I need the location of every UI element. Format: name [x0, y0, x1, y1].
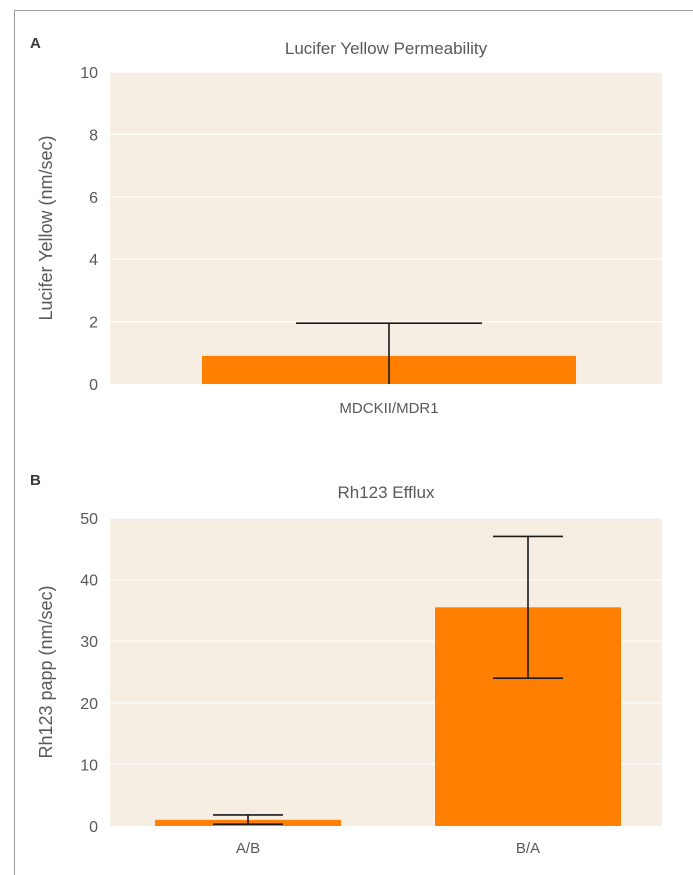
panel-letter-b: B	[30, 472, 41, 489]
y-tick-label: 2	[89, 315, 98, 332]
error-bars-b	[213, 535, 563, 825]
chart-lucifer-yellow: A 0 2 4 6 8 10 MDCKII/MDR1 Lucifer Yellow Per…	[30, 35, 662, 417]
y-tick-label: 20	[80, 696, 98, 713]
category-label: MDCKII/MDR1	[339, 400, 438, 417]
category-labels-b: A/B B/A	[236, 840, 540, 857]
error-bars-a	[296, 322, 482, 384]
category-label: A/B	[236, 840, 260, 857]
y-tick-labels-a: 0 2 4 6 8 10	[80, 65, 98, 394]
category-label: B/A	[516, 840, 540, 857]
y-tick-label: 6	[89, 190, 98, 207]
panel-letter-a: A	[30, 35, 41, 52]
chart-title-b: Rh123 Efflux	[337, 483, 435, 502]
y-tick-label: 0	[89, 377, 98, 394]
y-axis-title-b: Rh123 papp (nm/sec)	[36, 585, 56, 758]
chart-title-a: Lucifer Yellow Permeability	[285, 39, 488, 58]
y-tick-label: 50	[80, 511, 98, 528]
y-axis-title-a: Lucifer Yellow (nm/sec)	[36, 135, 56, 320]
y-tick-label: 40	[80, 573, 98, 590]
y-tick-label: 0	[89, 819, 98, 836]
y-tick-labels-b: 0 10 20 30 40 50	[80, 511, 98, 836]
y-tick-label: 8	[89, 127, 98, 144]
category-labels-a: MDCKII/MDR1	[339, 400, 438, 417]
chart-rh123-efflux: B 0 10 20 30 40 50 A/B B/A Rh123 Efflux Rh123 …	[30, 472, 662, 857]
y-tick-label: 10	[80, 65, 98, 82]
y-tick-label: 10	[80, 757, 98, 774]
y-tick-label: 4	[89, 252, 98, 269]
y-tick-label: 30	[80, 634, 98, 651]
plot-area-a	[110, 72, 662, 384]
gridlines-a	[110, 71, 662, 323]
